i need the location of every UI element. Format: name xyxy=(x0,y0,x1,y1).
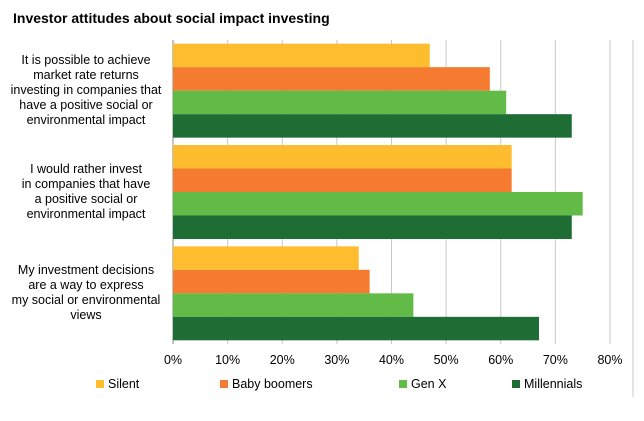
category-label-line: environmental impact xyxy=(26,207,146,221)
legend-swatch xyxy=(96,380,104,388)
category-label-line: a positive social or xyxy=(34,192,138,206)
bar-millennials xyxy=(173,316,539,341)
category-label-line: views xyxy=(70,308,102,323)
category-label-line: environmental impact xyxy=(26,113,146,128)
legend-item: Millennials xyxy=(512,377,602,391)
category-label-line: My investment decisions xyxy=(17,263,155,278)
x-tick-label: 30% xyxy=(324,353,349,367)
bar-silent xyxy=(173,246,359,270)
category-label: I would rather invest in companies that h… xyxy=(8,162,164,222)
x-tick-label: 0% xyxy=(164,353,182,367)
category-label: My investment decisions are a way to expr… xyxy=(8,263,164,323)
bar-baby-boomers xyxy=(173,168,512,192)
legend-swatch xyxy=(220,380,228,388)
bar-baby-boomers xyxy=(173,67,490,91)
legend-item: Silent xyxy=(96,377,220,391)
category-label-line: my social or environmental xyxy=(11,293,161,308)
bar-baby-boomers xyxy=(173,269,370,294)
x-tick-label: 20% xyxy=(270,353,295,367)
chart-title: Investor attitudes about social impact i… xyxy=(13,10,330,26)
x-tick-label: 50% xyxy=(434,353,459,367)
legend-item: Gen X xyxy=(399,377,512,391)
legend-swatch xyxy=(399,380,407,388)
x-tick-label: 10% xyxy=(215,353,240,367)
category-label-line: It is possible to achieve xyxy=(21,53,151,68)
legend-swatch xyxy=(512,380,520,388)
bar-gen-x xyxy=(173,192,583,216)
bar-millennials xyxy=(173,114,572,138)
legend-label: Silent xyxy=(108,377,140,391)
legend-item: Baby boomers xyxy=(220,377,399,391)
bar-millennials xyxy=(173,215,572,239)
category-label-line: I would rather invest xyxy=(30,162,142,176)
category-label: It is possible to achieve market rate ret… xyxy=(8,53,164,128)
bar-gen-x xyxy=(173,293,414,317)
category-label-line: are a way to express xyxy=(28,278,144,293)
x-tick-label: 40% xyxy=(379,353,404,367)
legend-label: Gen X xyxy=(411,377,447,391)
legend-label: Baby boomers xyxy=(232,377,313,391)
x-tick-label: 70% xyxy=(543,353,568,367)
chart-legend: Silent Baby boomers Gen X Millennials xyxy=(96,377,602,391)
bar-gen-x xyxy=(173,90,507,115)
category-label-line: have a positive social or xyxy=(19,98,153,113)
bar-silent xyxy=(173,145,512,169)
category-label-line: investing in companies that xyxy=(10,83,162,98)
category-label-line: market rate returns xyxy=(33,68,139,83)
x-tick-label: 80% xyxy=(597,353,622,367)
bar-silent xyxy=(173,43,430,68)
legend-label: Millennials xyxy=(524,377,583,391)
x-tick-label: 60% xyxy=(488,353,513,367)
category-label-line: in companies that have xyxy=(21,177,151,191)
